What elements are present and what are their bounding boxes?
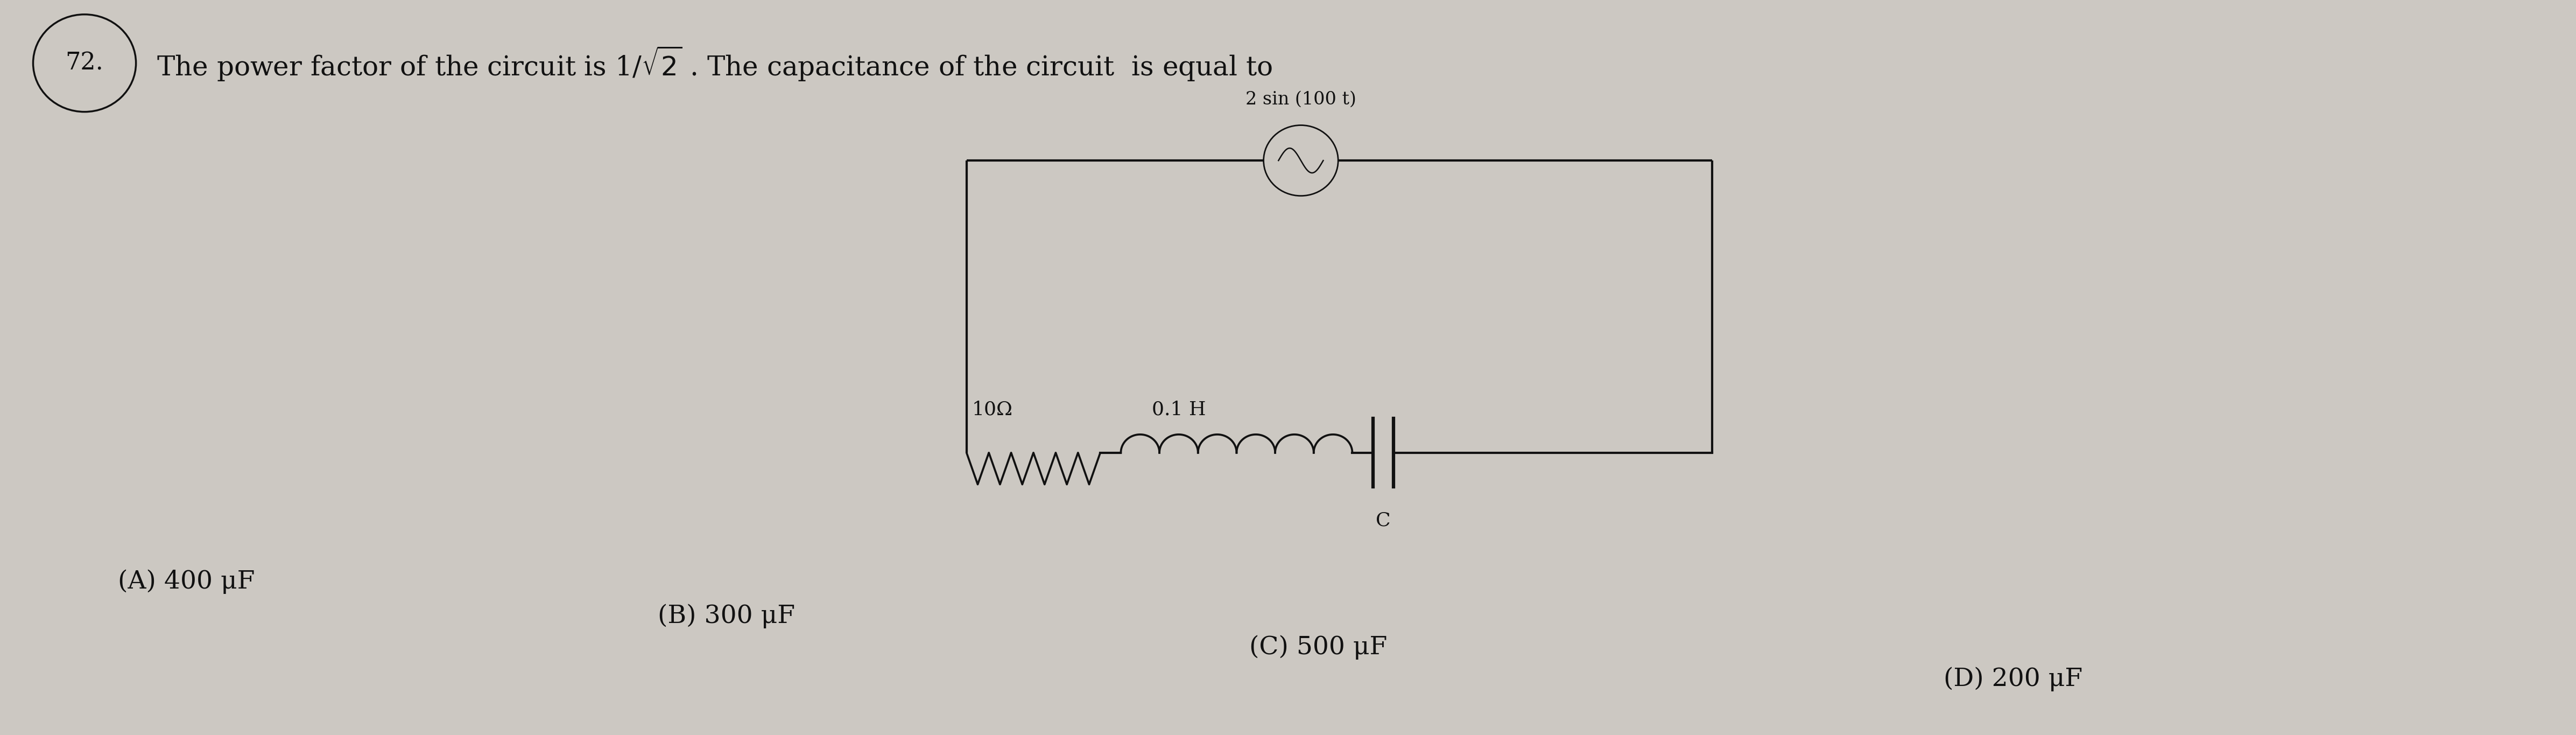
Text: C: C — [1376, 511, 1391, 529]
Text: (A) 400 μF: (A) 400 μF — [118, 570, 255, 594]
Text: 2 sin (100 t): 2 sin (100 t) — [1244, 91, 1355, 108]
Text: 10Ω: 10Ω — [971, 401, 1012, 419]
Text: 72.: 72. — [64, 51, 103, 75]
Text: 0.1 H: 0.1 H — [1151, 401, 1206, 419]
Text: (C) 500 μF: (C) 500 μF — [1249, 635, 1388, 660]
Text: The power factor of the circuit is 1/$\sqrt{2}$ . The capacitance of the circuit: The power factor of the circuit is 1/$\s… — [157, 44, 1273, 82]
Text: (B) 300 μF: (B) 300 μF — [657, 603, 796, 628]
Text: (D) 200 μF: (D) 200 μF — [1945, 667, 2084, 692]
Circle shape — [1265, 125, 1337, 196]
